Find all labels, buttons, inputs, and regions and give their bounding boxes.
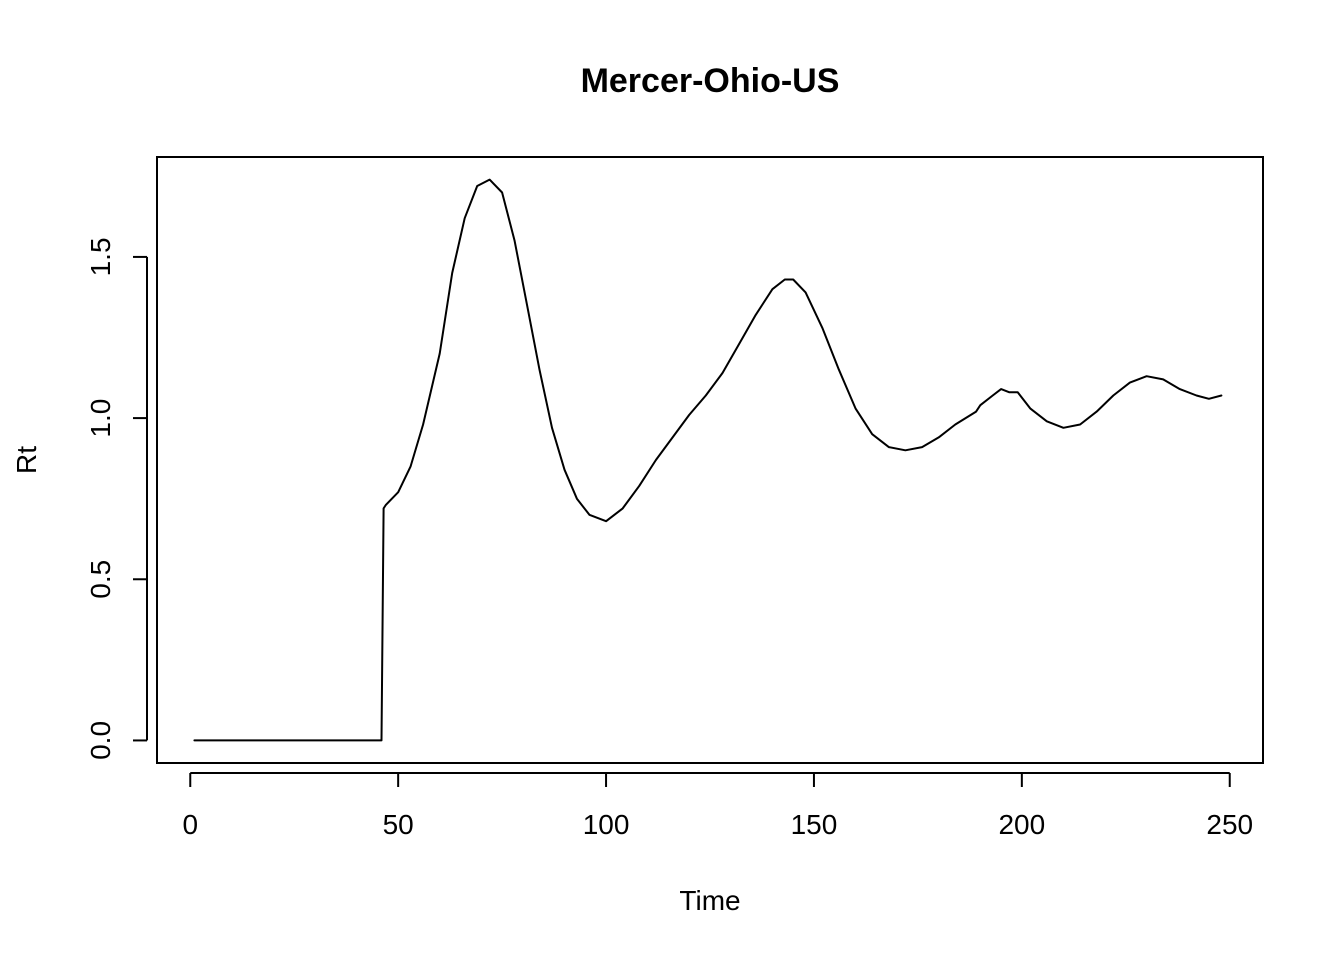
y-tick-label: 0.5 [85, 560, 116, 599]
x-tick-label: 100 [583, 809, 630, 840]
x-tick-label: 250 [1206, 809, 1253, 840]
x-tick-label: 50 [383, 809, 414, 840]
x-tick-label: 200 [998, 809, 1045, 840]
y-axis: 0.0 0.5 1.0 1.5 [85, 237, 148, 760]
series-line-0 [193, 178, 1223, 742]
y-axis-label: Rt [11, 446, 42, 474]
x-axis-label: Time [679, 885, 740, 916]
x-tick-label: 0 [182, 809, 198, 840]
y-tick-label: 1.0 [85, 399, 116, 438]
series-layer [193, 178, 1223, 742]
chart-title: Mercer-Ohio-US [581, 62, 840, 100]
y-tick-label: 1.5 [85, 237, 116, 276]
x-tick-label: 150 [791, 809, 838, 840]
plot-frame [156, 156, 1264, 764]
x-axis: 0 50 100 150 200 250 [182, 772, 1253, 840]
y-tick-label: 0.0 [85, 721, 116, 760]
